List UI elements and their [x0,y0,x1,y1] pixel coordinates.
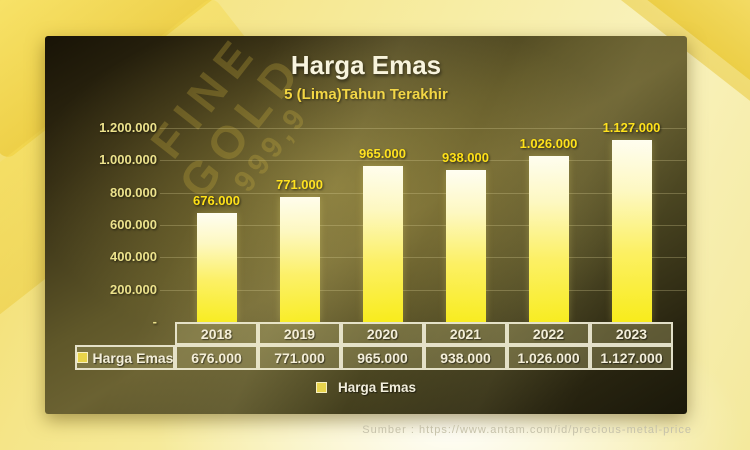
table-series-label-cell: Harga Emas [75,345,175,370]
table-value-cell: 1.026.000 [507,345,590,370]
bar-value-label: 1.127.000 [602,119,661,135]
chart-panel: FINE GOLD 999,9 Harga Emas 5 (Lima)Tahun… [45,25,687,414]
bar [196,212,237,322]
y-tick-label: - [152,314,157,329]
y-axis: 1.200.000 1.000.000 800.000 600.000 400.000 2… [45,120,157,329]
bar-value-label: 676.000 [193,192,240,208]
chart-subtitle: 5 (Lima)Tahun Terakhir [284,86,448,103]
gridline [160,257,686,259]
y-tick-label: 400.000 [110,249,157,265]
table-year-cell: 2022 [507,322,590,345]
table-value-cell: 1.127.000 [590,345,673,370]
gridline [160,192,686,194]
bar [528,156,569,322]
gridline [160,289,686,291]
y-tick-label: 1.200.000 [99,120,157,135]
table-year-cell: 2018 [175,322,258,345]
bar-value-label: 1.026.000 [519,136,578,152]
y-tick-label: 800.000 [110,184,157,200]
bar-value-label: 965.000 [359,145,406,161]
table-value-cell: 965.000 [341,345,424,370]
y-tick-label: 200.000 [110,281,157,297]
chart-legend: Harga Emas [45,380,687,395]
table-year-cell: 2020 [341,322,424,345]
bar [611,139,652,322]
table-year-cell: 2021 [424,322,507,345]
gridline [160,160,686,162]
table-year-cell: 2023 [590,322,673,345]
legend-swatch-icon [315,382,327,393]
bar [362,165,403,322]
table-value-cell: 938.000 [424,345,507,370]
bar-value-label: 938.000 [442,150,489,166]
y-tick-label: 1.000.000 [99,152,157,168]
y-tick-label: 600.000 [110,217,157,232]
plot-area: 676.000 771.000 965.000 938.000 1.026.000 1.1… [160,120,686,322]
legend-label: Harga Emas [337,380,417,395]
table-value-cell: 771.000 [258,345,341,370]
gridline [160,225,686,226]
gridline [160,128,686,129]
table-corner-cell [75,322,175,345]
table-year-cell: 2019 [258,322,341,345]
source-text: Sumber : https://www.antam.com/id/precio… [362,424,692,436]
bar-value-label: 771.000 [276,177,323,193]
bar [445,170,486,322]
chart-title: Harga Emas [290,50,442,80]
bar [279,197,320,322]
chart-data-table: 2018 2019 2020 2021 2022 2023 Harga Emas 676.00… [75,322,673,370]
legend-swatch-icon [77,352,88,363]
table-value-cell: 676.000 [175,345,258,370]
